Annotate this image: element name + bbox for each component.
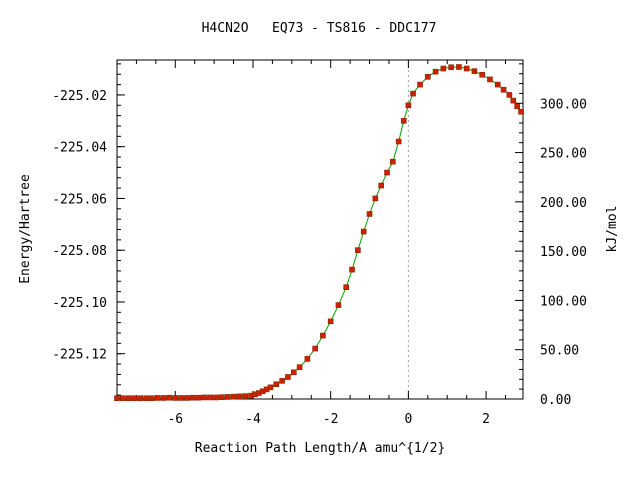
y2-tick-label: 300.00 [540,97,587,112]
energy-profile-points [114,64,524,402]
data-point [137,395,144,402]
data-point [479,71,486,78]
data-point [395,138,402,145]
data-point [366,211,373,217]
data-point [184,395,190,401]
data-point [290,369,297,376]
data-point [378,182,384,189]
x-tick-label: -2 [323,412,339,427]
data-point [390,158,396,165]
data-point [400,118,407,124]
data-point [372,195,379,202]
chart-title: H4CN2O EQ73 - TS816 - DDC177 [202,21,437,36]
data-point [120,395,126,402]
x-tick-label: 2 [482,412,490,427]
data-point [384,169,390,176]
data-point [410,90,416,97]
data-point [432,68,439,75]
y-tick-label: -225.06 [52,192,107,207]
x-axis-ticks: -6 -4 -2 0 2 [116,60,507,427]
y-tick-label: -225.04 [52,141,107,156]
y-tick-label: -225.12 [52,348,107,363]
data-point [149,395,155,402]
data-point [471,68,478,74]
x-tick-label: -6 [167,412,183,427]
data-point [125,395,132,402]
data-point [463,65,470,72]
data-point [285,374,291,380]
data-point [510,97,517,104]
plot-frame [116,59,524,400]
data-point [267,384,274,391]
data-point [304,356,311,362]
data-point [405,102,412,109]
y2-tick-label: 0.00 [540,393,571,408]
y2-tick-label: 100.00 [540,294,587,309]
data-point [312,345,318,352]
data-point [320,332,326,339]
data-point [448,64,454,71]
data-point [213,394,219,401]
y-tick-label: -225.10 [52,296,107,311]
y-axis-title: Energy/Hartree [18,174,33,284]
data-point [230,393,237,400]
data-point [224,394,231,400]
data-point [349,266,355,273]
data-point [195,394,202,401]
y-tick-label: -225.08 [52,244,107,259]
y2-tick-label: 200.00 [540,196,587,211]
data-point [296,364,303,370]
data-point [131,395,138,402]
data-point [417,81,423,88]
data-point [500,86,507,93]
data-point [189,394,196,401]
y2-tick-label: 150.00 [540,245,587,260]
data-point [114,395,120,402]
data-point [143,395,149,402]
data-point [178,395,184,401]
data-point [343,284,350,291]
y2-axis-ticks: 0.00 50.00 100.00 150.00 200.00 250.00 300.00 [515,63,587,408]
data-point [518,108,524,115]
y-axis-ticks: -225.02 -225.04 -225.06 -225.08 -225.10 -225.… [52,63,125,396]
data-point [425,74,431,80]
data-point [154,395,161,401]
data-point [355,247,361,254]
data-point [456,64,462,70]
data-point [327,318,334,325]
energy-profile-line [117,66,522,399]
y2-tick-label: 50.00 [540,344,579,359]
data-point [487,76,493,83]
data-point [242,393,249,399]
data-point [172,395,179,401]
data-point [207,394,214,401]
data-point [506,92,513,98]
data-point [219,394,225,400]
data-point [279,378,285,384]
x-tick-label: -4 [245,412,261,427]
data-point [335,302,342,308]
data-point [514,103,520,110]
data-point [494,81,501,88]
data-point [160,395,167,401]
data-point [360,228,367,235]
y-tick-label: -225.02 [52,89,107,104]
y2-axis-title: kJ/mol [605,206,620,253]
x-axis-title: Reaction Path Length/A amu^{1/2} [195,441,445,456]
y2-tick-label: 250.00 [540,147,587,162]
data-point [273,381,280,388]
x-tick-label: 0 [404,412,412,427]
data-point [201,394,208,401]
data-point [236,393,243,400]
data-point [440,65,447,72]
data-point [166,394,173,401]
